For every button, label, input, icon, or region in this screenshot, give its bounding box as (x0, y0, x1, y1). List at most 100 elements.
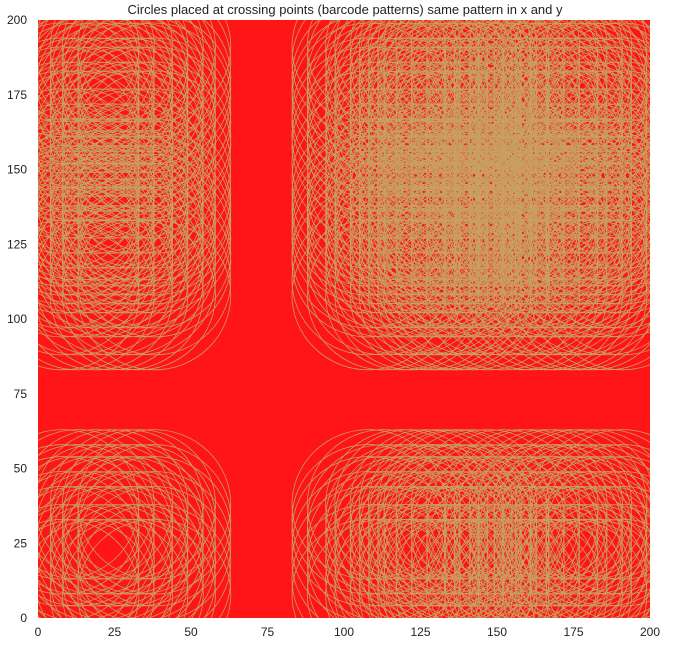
circle-marker (426, 486, 580, 618)
chart-title: Circles placed at crossing points (barco… (128, 2, 563, 17)
circle-marker (530, 61, 650, 212)
circle-marker (530, 518, 650, 618)
circle-marker (493, 444, 648, 595)
circle-marker (38, 486, 174, 618)
circle-marker (77, 504, 232, 618)
circle-marker (478, 486, 633, 618)
circle-marker (77, 118, 232, 269)
y-tick-label: 100 (7, 312, 27, 326)
circle-marker (77, 145, 232, 296)
circle-marker (502, 20, 650, 123)
circle-marker (502, 518, 650, 618)
circle-marker (62, 88, 216, 239)
circle-marker (444, 471, 599, 618)
circle-marker (410, 154, 565, 305)
circle-marker (49, 471, 204, 618)
circle-marker (395, 456, 550, 607)
circle-marker (77, 178, 232, 329)
circle-marker (493, 518, 648, 618)
x-tick-label: 175 (563, 625, 583, 639)
y-tick-label: 75 (14, 387, 28, 401)
circle-marker (530, 429, 650, 580)
circle-marker (545, 154, 650, 305)
y-tick-label: 200 (7, 13, 27, 27)
circle-marker (77, 20, 232, 164)
circle-marker (478, 130, 633, 281)
circle-marker (38, 518, 174, 618)
circle-marker (493, 88, 648, 239)
circle-marker (62, 145, 216, 296)
circle-marker (49, 130, 204, 281)
circle-marker (49, 118, 204, 269)
circle-marker (426, 154, 581, 305)
circle-marker (395, 471, 550, 618)
circle-marker (49, 456, 204, 607)
circle-marker (502, 20, 650, 137)
circle-marker (502, 103, 650, 254)
circle-marker (545, 88, 650, 239)
x-tick-label: 25 (108, 625, 122, 639)
circle-marker (514, 103, 650, 254)
circle-marker (478, 444, 633, 595)
circle-marker (49, 154, 204, 305)
circle-marker (530, 504, 650, 618)
circle-marker (545, 103, 650, 254)
circle-marker (38, 103, 189, 254)
circle-marker (545, 118, 650, 269)
circle-marker (530, 130, 650, 281)
circle-marker (62, 20, 216, 123)
circle-marker (358, 456, 513, 607)
circle-marker (38, 456, 174, 607)
circle-marker (545, 46, 650, 197)
circle-marker (38, 22, 174, 173)
circle-marker (514, 444, 650, 595)
circle-marker (38, 429, 189, 580)
circle-marker (49, 444, 204, 595)
circle-marker (383, 22, 538, 173)
circle-marker (410, 486, 565, 618)
circle-marker (77, 37, 232, 188)
circle-marker (514, 70, 650, 221)
y-tick-label: 175 (7, 88, 27, 102)
circle-marker (502, 20, 650, 152)
circle-marker (530, 46, 650, 197)
circle-marker (358, 204, 513, 356)
circle-marker (530, 20, 650, 123)
circle-marker (38, 37, 174, 188)
circle-marker (38, 20, 174, 123)
circle-marker (545, 145, 650, 296)
y-tick-label: 50 (14, 462, 28, 476)
circle-marker (77, 20, 232, 123)
circle-marker (38, 154, 189, 305)
circle-marker (530, 178, 650, 329)
circle-marker (502, 61, 650, 212)
circle-marker (493, 486, 648, 618)
circle-marker (478, 103, 633, 254)
y-tick-label: 0 (20, 611, 27, 625)
circle-marker (38, 20, 174, 164)
circle-marker (62, 130, 216, 281)
circle-marker (62, 429, 216, 580)
x-tick-label: 100 (334, 625, 354, 639)
circle-marker (49, 20, 204, 123)
circle-marker (530, 22, 650, 173)
circle-marker (383, 154, 538, 305)
circle-marker (358, 20, 513, 123)
y-tick-label: 150 (7, 163, 27, 177)
circle-marker (395, 37, 550, 188)
circle-marker (530, 88, 650, 239)
circle-marker (545, 486, 650, 618)
circle-marker (62, 444, 216, 595)
y-axis: 0 25 50 75 100 125 150 175 200 (7, 13, 27, 625)
circle-marker (514, 471, 650, 618)
circle-marker (49, 20, 204, 137)
circle-marker (38, 178, 189, 329)
circle-marker (530, 205, 650, 356)
circle-marker (545, 20, 650, 137)
circle-marker (62, 204, 216, 356)
circle-marker (530, 456, 650, 607)
circle-marker (502, 37, 650, 188)
circle-marker (38, 22, 189, 173)
x-tick-label: 200 (640, 625, 660, 639)
